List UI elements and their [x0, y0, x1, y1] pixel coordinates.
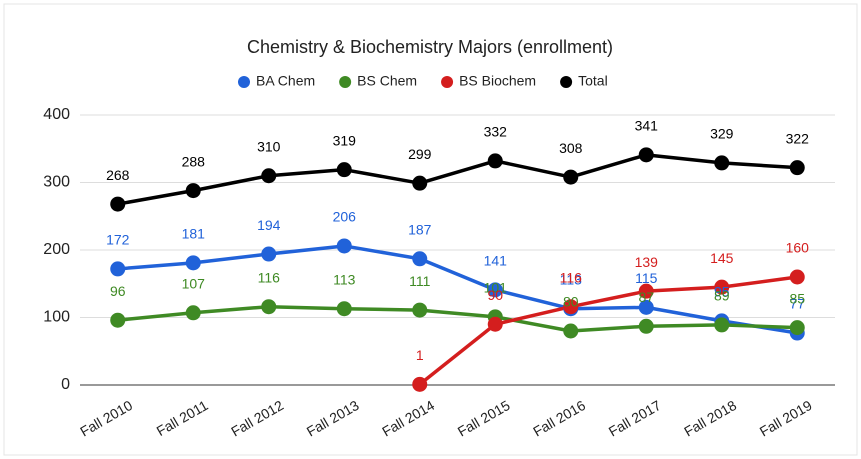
data-point	[487, 153, 503, 169]
data-point	[638, 147, 654, 163]
data-point	[487, 316, 503, 332]
data-point	[110, 312, 126, 328]
data-point	[110, 196, 126, 212]
data-point	[789, 320, 805, 336]
data-label: 288	[182, 153, 206, 169]
data-label: 141	[484, 253, 508, 269]
data-label: 268	[106, 167, 130, 183]
data-label: 194	[257, 217, 281, 233]
data-point	[261, 246, 277, 262]
data-label: 85	[789, 290, 805, 306]
legend-label: BA Chem	[256, 73, 315, 89]
data-label: 187	[408, 221, 432, 237]
data-label: 160	[786, 240, 810, 256]
data-label: 322	[786, 130, 810, 146]
y-tick-label: 200	[43, 241, 70, 258]
data-point	[714, 155, 730, 171]
data-label: 116	[258, 269, 281, 285]
data-label: 181	[182, 226, 206, 242]
data-point	[336, 301, 352, 317]
data-label: 96	[110, 283, 126, 299]
data-point	[336, 162, 352, 178]
series-line	[418, 275, 798, 386]
data-point	[789, 269, 805, 285]
data-point	[185, 305, 201, 321]
y-tick-label: 0	[61, 376, 70, 393]
data-point	[563, 169, 579, 185]
series-line	[117, 153, 798, 206]
data-point	[638, 299, 654, 315]
data-point	[261, 168, 277, 184]
series-line	[117, 244, 798, 335]
data-point	[714, 317, 730, 333]
data-point	[487, 282, 503, 298]
legend-label: BS Chem	[357, 73, 417, 89]
data-label: 329	[710, 126, 734, 142]
data-point	[185, 255, 201, 271]
legend-marker	[560, 76, 573, 88]
data-label: 115	[635, 270, 658, 286]
data-label: 116	[560, 269, 583, 285]
data-label: 319	[333, 132, 357, 148]
data-label: 341	[635, 118, 659, 134]
data-label: 107	[182, 275, 206, 291]
data-label: 139	[635, 254, 659, 270]
data-label: 206	[333, 209, 357, 225]
data-point	[563, 323, 579, 339]
legend-marker	[339, 76, 352, 88]
data-point	[110, 261, 126, 277]
data-point	[412, 376, 428, 392]
series-line	[117, 304, 798, 333]
legend-label: Total	[578, 73, 608, 89]
chart-title: Chemistry & Biochemistry Majors (enrollm…	[247, 37, 613, 57]
data-label: 111	[409, 273, 430, 289]
data-point	[185, 183, 201, 199]
data-point	[714, 279, 730, 295]
data-point	[638, 283, 654, 299]
data-point	[638, 318, 654, 334]
data-label: 299	[408, 146, 432, 162]
data-point	[789, 160, 805, 176]
data-label: 113	[333, 271, 356, 287]
legend-label: BS Biochem	[459, 73, 536, 89]
data-label: 310	[257, 138, 281, 154]
y-tick-label: 400	[43, 106, 70, 123]
data-label: 95	[714, 284, 730, 300]
chart-frame	[3, 3, 858, 456]
data-point	[412, 302, 428, 318]
data-label: 113	[560, 271, 583, 287]
data-label: 90	[487, 287, 503, 303]
data-label: 332	[484, 124, 508, 140]
data-point	[261, 299, 277, 315]
data-label: 145	[710, 250, 734, 266]
data-label: 89	[714, 288, 730, 304]
data-label: 87	[638, 289, 654, 305]
legend-marker	[238, 76, 250, 88]
data-label: 1	[416, 347, 424, 363]
data-label: 77	[789, 296, 805, 312]
y-tick-label: 300	[43, 174, 70, 191]
y-tick-label: 100	[43, 309, 70, 326]
data-point	[412, 251, 428, 267]
legend-marker	[441, 76, 454, 88]
data-point	[412, 175, 428, 191]
data-label: 80	[563, 294, 579, 310]
data-label: 308	[559, 140, 583, 156]
data-label: 172	[106, 232, 130, 248]
data-point	[563, 299, 579, 315]
data-label: 101	[484, 280, 508, 296]
data-point	[336, 238, 352, 254]
